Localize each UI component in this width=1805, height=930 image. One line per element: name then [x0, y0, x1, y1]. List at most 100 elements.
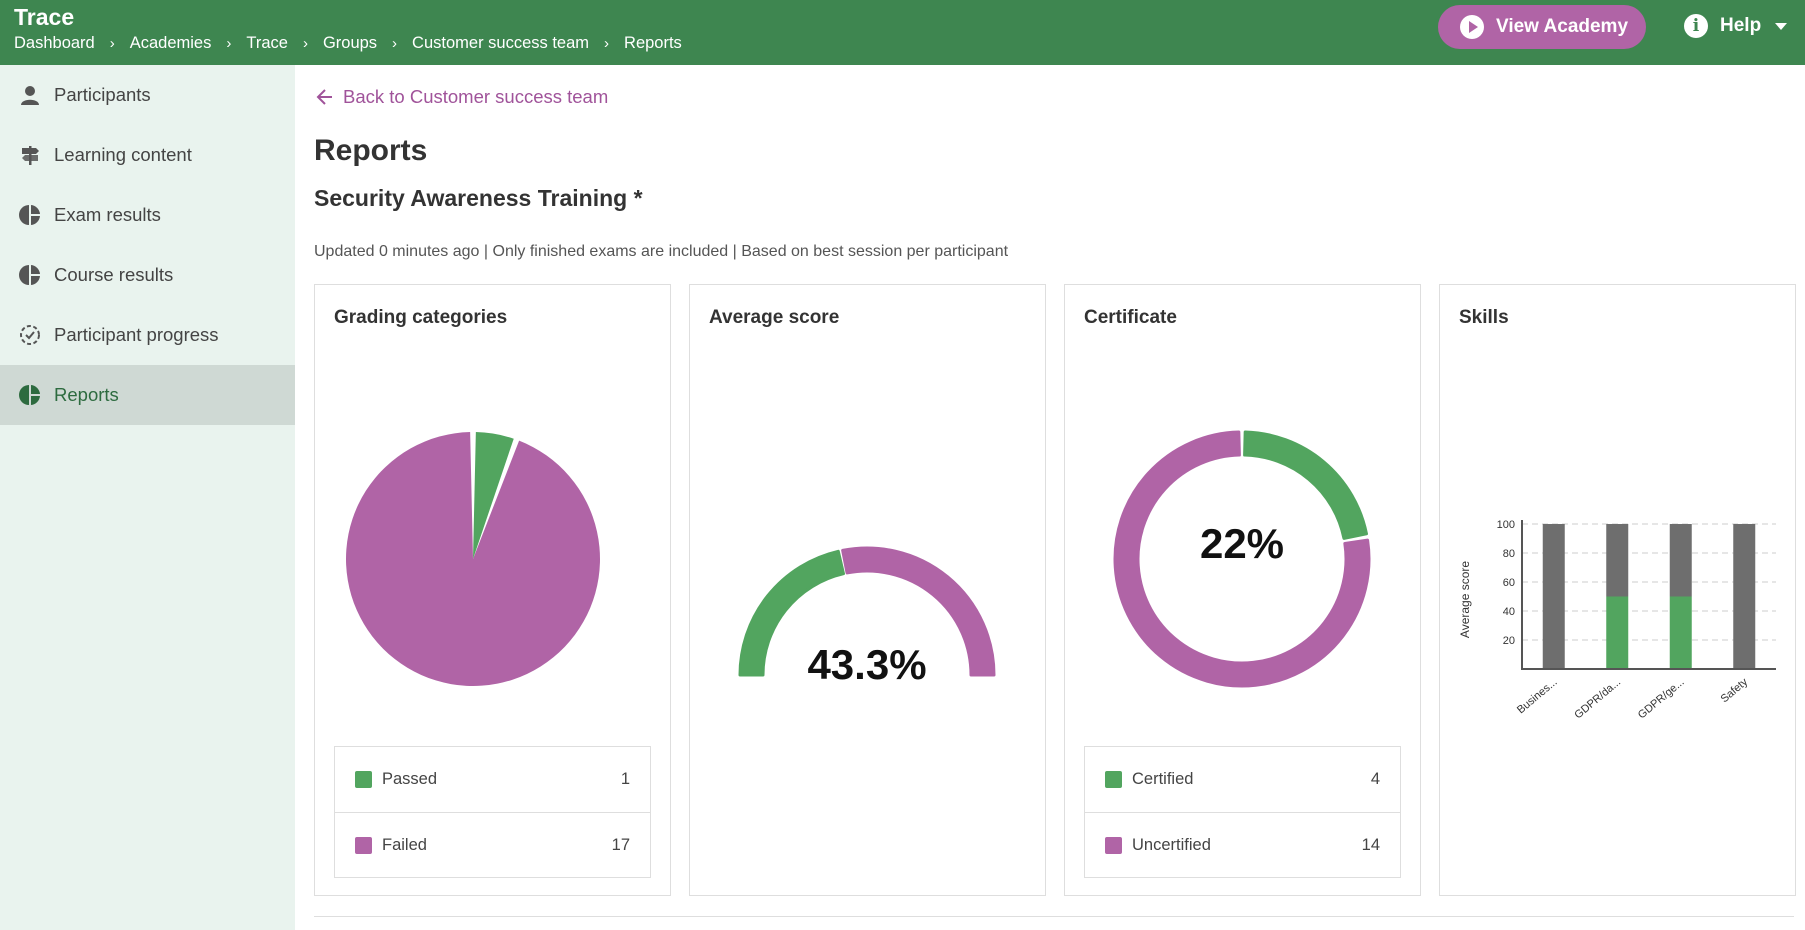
grading-categories-card: Grading categories Passed 1 Failed 17	[314, 284, 671, 896]
view-academy-label: View Academy	[1496, 16, 1629, 37]
bar-segment[interactable]	[1733, 524, 1756, 669]
help-label: Help	[1720, 15, 1762, 36]
pie-slice-failed[interactable]	[346, 432, 600, 686]
certificate-donut-chart: 22%	[1113, 430, 1371, 688]
sidebar-item-course-results[interactable]: Course results	[0, 245, 295, 305]
breadcrumb-customer-success-team[interactable]: Customer success team	[412, 34, 590, 52]
y-tick-label: 100	[1497, 519, 1515, 531]
pie-chart-icon	[18, 263, 42, 287]
report-subtitle: Security Awareness Training *	[314, 185, 643, 211]
x-tick-label: GDPR/da...	[1572, 676, 1623, 721]
back-link-label: Back to Customer success team	[343, 86, 609, 107]
app-title: Trace	[14, 4, 75, 30]
arrow-left-icon	[316, 89, 332, 105]
legend-count: 14	[1361, 835, 1380, 854]
legend-label: Certified	[1132, 770, 1194, 788]
breadcrumb-reports: Reports	[624, 34, 682, 52]
divider	[314, 916, 1794, 917]
x-tick-label: Safety	[1719, 676, 1751, 706]
x-axis-label: Skill	[1638, 724, 1660, 725]
donut-segment-uncertified[interactable]	[1113, 430, 1371, 688]
sidebar-item-exam-results[interactable]: Exam results	[0, 185, 295, 245]
pie-slice-passed[interactable]	[473, 432, 514, 559]
bar-segment[interactable]	[1542, 524, 1565, 669]
progress-check-icon	[18, 323, 42, 347]
average-score-card: Average score 43.3%	[689, 284, 1046, 896]
y-tick-label: 20	[1503, 635, 1515, 647]
legend-count: 4	[1370, 770, 1380, 788]
gauge-value-label: 43.3%	[807, 641, 926, 688]
gauge-segment-remaining[interactable]	[841, 546, 996, 677]
bar-segment[interactable]	[1606, 596, 1629, 670]
sidebar-item-label: Reports	[54, 384, 119, 405]
chevron-right-icon: ›	[392, 35, 398, 52]
signpost-icon	[18, 143, 42, 167]
y-tick-label: 60	[1503, 577, 1515, 589]
sidebar-item-label: Course results	[54, 264, 174, 285]
legend-label: Passed	[382, 770, 438, 788]
gauge-segment-score[interactable]	[738, 549, 845, 677]
certificate-card: Certificate 22% Certified 4 Uncertified …	[1064, 284, 1421, 896]
legend-swatch	[1105, 836, 1122, 854]
legend-count: 1	[620, 770, 630, 788]
help-menu-button[interactable]: i Help	[1684, 14, 1788, 38]
bar-segment[interactable]	[1669, 524, 1692, 597]
breadcrumb-trace[interactable]: Trace	[246, 34, 288, 52]
donut-segment-certified[interactable]	[1243, 430, 1368, 540]
pie-chart-icon	[18, 203, 42, 227]
breadcrumb-dashboard[interactable]: Dashboard	[14, 34, 95, 52]
chevron-right-icon: ›	[226, 35, 232, 52]
grading-legend: Passed 1 Failed 17	[334, 746, 651, 878]
sidebar-item-reports[interactable]: Reports	[0, 365, 295, 425]
view-academy-button[interactable]: View Academy	[1438, 5, 1646, 49]
skills-bar-chart: 20 40 60 80 100 Busines... GDPR/da... GDPR/ge..…	[1458, 519, 1776, 725]
legend-label: Failed	[382, 835, 427, 854]
skills-card: Skills 20 40 60 80 100 Busines... GDPR/da... GD…	[1439, 284, 1796, 896]
chevron-right-icon: ›	[604, 35, 610, 52]
card-title: Average score	[709, 307, 840, 328]
donut-value-label: 22%	[1200, 520, 1284, 567]
legend-swatch	[355, 771, 372, 788]
y-axis-label: Average score	[1458, 561, 1472, 638]
chevron-right-icon: ›	[109, 35, 115, 52]
legend-row-failed: Failed 17	[335, 812, 650, 877]
bar-segment[interactable]	[1606, 524, 1629, 597]
legend-row-passed: Passed 1	[335, 747, 650, 812]
card-title: Skills	[1459, 307, 1509, 328]
pie-chart-icon	[18, 383, 42, 407]
legend-swatch	[355, 836, 372, 854]
top-bar: Trace Dashboard › Academies › Trace › Gr…	[0, 0, 1805, 65]
legend-count: 17	[611, 835, 630, 854]
breadcrumb-academies[interactable]: Academies	[129, 34, 212, 52]
person-icon	[18, 83, 42, 107]
breadcrumb: Dashboard › Academies › Trace › Groups ›…	[14, 34, 682, 53]
report-meta: Updated 0 minutes ago | Only finished ex…	[314, 243, 1009, 260]
sidebar-item-label: Participant progress	[54, 324, 219, 345]
bar-segment[interactable]	[1669, 596, 1692, 670]
chevron-right-icon: ›	[302, 35, 308, 52]
page-title: Reports	[314, 134, 428, 167]
y-tick-label: 40	[1503, 606, 1515, 618]
x-tick-label: GDPR/ge...	[1636, 676, 1687, 721]
legend-label: Uncertified	[1132, 835, 1211, 854]
legend-row-uncertified: Uncertified 14	[1085, 812, 1400, 877]
sidebar-item-label: Participants	[54, 84, 151, 105]
sidebar-item-label: Exam results	[54, 204, 161, 225]
legend-row-certified: Certified 4	[1085, 747, 1400, 812]
breadcrumb-groups[interactable]: Groups	[322, 34, 378, 52]
sidebar-item-participant-progress[interactable]: Participant progress	[0, 305, 295, 365]
grading-pie-chart	[346, 432, 600, 686]
play-icon	[1460, 15, 1484, 39]
average-score-gauge: 43.3%	[738, 546, 996, 688]
x-tick-label: Busines...	[1515, 676, 1560, 716]
sidebar-item-participants[interactable]: Participants	[0, 65, 295, 125]
sidebar-item-learning-content[interactable]: Learning content	[0, 125, 295, 185]
caret-down-icon	[1775, 22, 1788, 30]
sidebar-item-label: Learning content	[54, 144, 192, 165]
info-icon: i	[1684, 14, 1708, 38]
back-link[interactable]: Back to Customer success team	[315, 86, 608, 108]
chart-axes	[1521, 520, 1776, 670]
certificate-legend: Certified 4 Uncertified 14	[1084, 746, 1401, 878]
legend-swatch	[1105, 771, 1122, 788]
y-tick-label: 80	[1503, 548, 1515, 560]
